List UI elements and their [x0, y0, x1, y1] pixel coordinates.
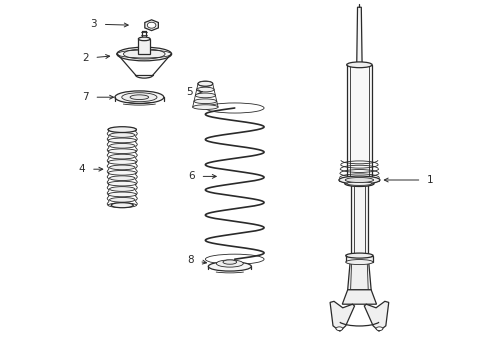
Ellipse shape: [111, 203, 133, 208]
Ellipse shape: [108, 192, 136, 197]
Ellipse shape: [344, 181, 373, 186]
Ellipse shape: [345, 260, 372, 265]
Ellipse shape: [108, 138, 136, 143]
Ellipse shape: [108, 127, 136, 132]
Ellipse shape: [216, 260, 243, 267]
Polygon shape: [345, 256, 372, 262]
Text: 2: 2: [82, 53, 89, 63]
Ellipse shape: [223, 260, 236, 264]
Ellipse shape: [109, 165, 135, 170]
Ellipse shape: [335, 327, 342, 330]
Ellipse shape: [346, 62, 371, 68]
Ellipse shape: [147, 22, 156, 28]
Ellipse shape: [108, 203, 136, 207]
Polygon shape: [347, 262, 370, 290]
Ellipse shape: [122, 93, 157, 102]
Polygon shape: [329, 301, 354, 331]
Ellipse shape: [346, 181, 371, 186]
Ellipse shape: [198, 81, 212, 86]
Ellipse shape: [109, 154, 135, 159]
Text: 4: 4: [79, 164, 85, 174]
Polygon shape: [342, 290, 376, 304]
Ellipse shape: [109, 143, 135, 148]
Ellipse shape: [196, 87, 214, 92]
Polygon shape: [356, 7, 361, 65]
Ellipse shape: [375, 327, 382, 330]
Ellipse shape: [123, 49, 164, 59]
Polygon shape: [144, 20, 158, 31]
Ellipse shape: [192, 105, 218, 109]
Ellipse shape: [345, 177, 373, 183]
Ellipse shape: [198, 81, 212, 86]
Ellipse shape: [195, 93, 215, 98]
Polygon shape: [346, 65, 371, 184]
Ellipse shape: [108, 170, 136, 175]
Ellipse shape: [109, 176, 135, 180]
Ellipse shape: [108, 181, 136, 186]
Ellipse shape: [194, 99, 216, 104]
Text: 7: 7: [82, 92, 89, 102]
Polygon shape: [350, 184, 367, 256]
Text: 1: 1: [426, 175, 433, 185]
Ellipse shape: [345, 253, 372, 258]
Polygon shape: [364, 301, 388, 331]
Ellipse shape: [108, 159, 136, 164]
Ellipse shape: [117, 47, 171, 61]
Ellipse shape: [208, 262, 251, 271]
Ellipse shape: [138, 37, 150, 41]
Ellipse shape: [109, 132, 135, 137]
Ellipse shape: [109, 197, 135, 202]
Ellipse shape: [115, 91, 163, 104]
Ellipse shape: [108, 127, 136, 132]
Text: 8: 8: [187, 255, 194, 265]
Ellipse shape: [108, 149, 136, 153]
Text: 5: 5: [186, 87, 193, 97]
Text: 3: 3: [90, 19, 97, 29]
Ellipse shape: [109, 186, 135, 192]
Ellipse shape: [130, 95, 148, 99]
Ellipse shape: [346, 182, 371, 185]
Ellipse shape: [338, 176, 379, 184]
Text: 6: 6: [188, 171, 195, 181]
Polygon shape: [138, 39, 150, 54]
